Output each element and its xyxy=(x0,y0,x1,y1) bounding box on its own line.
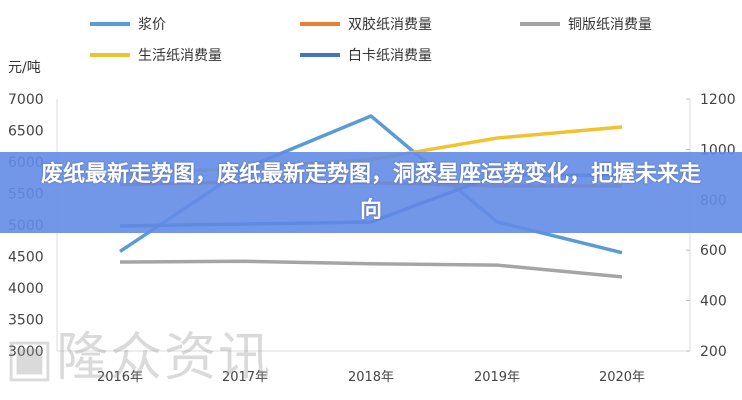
y-tick-label: 6500 xyxy=(8,124,44,140)
y2-tick-label: 400 xyxy=(700,294,727,310)
legend-label: 浆价 xyxy=(138,17,166,33)
legend-label: 铜版纸消费量 xyxy=(568,17,652,33)
series-line xyxy=(119,259,623,279)
y2-tick-label: 600 xyxy=(700,243,727,259)
title-banner: 废纸最新走势图，废纸最新走势图，洞悉星座运势变化，把握未来走向 xyxy=(0,152,742,233)
legend-label: 白卡纸消费量 xyxy=(348,48,432,64)
y-tick-label: 3000 xyxy=(8,344,44,360)
x-tick-label: 2019年 xyxy=(474,370,520,385)
y2-tick-label: 200 xyxy=(700,344,727,360)
x-tick-label: 2017年 xyxy=(222,370,268,385)
y-tick-label: 4000 xyxy=(8,281,44,297)
y-tick-label: 7000 xyxy=(8,92,44,108)
legend-label: 双胶纸消费量 xyxy=(348,16,432,33)
watermark-logo: ▣隆众资讯 xyxy=(5,328,273,388)
x-tick-label: 2020年 xyxy=(599,370,645,385)
x-tick-label: 2018年 xyxy=(348,370,394,385)
x-tick-label: 2016年 xyxy=(97,370,143,385)
y-tick-label: 4500 xyxy=(8,250,44,266)
banner-text: 废纸最新走势图，废纸最新走势图，洞悉星座运势变化，把握未来走向 xyxy=(41,161,702,223)
y2-tick-label: 1200 xyxy=(700,92,736,108)
y-tick-label: 3500 xyxy=(8,313,44,329)
y-axis-label: 元/吨 xyxy=(8,60,41,76)
legend-label: 生活纸消费量 xyxy=(138,48,222,64)
